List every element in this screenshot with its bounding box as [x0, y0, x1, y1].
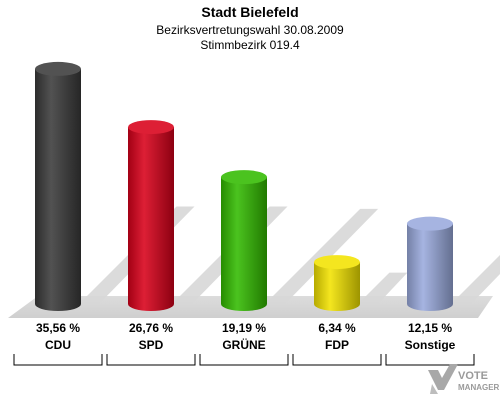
- bar-shadow: [265, 208, 379, 304]
- bar-sonstige: [407, 223, 453, 311]
- bar-top: [128, 120, 174, 135]
- bar-shadow: [358, 272, 408, 304]
- value-label: 35,56 %: [36, 321, 80, 335]
- category-label: FDP: [325, 338, 349, 352]
- category-bracket: [385, 354, 475, 366]
- chart-subtitle-2: Stimmbezirk 019.4: [200, 38, 300, 52]
- vote-manager-logo-line1: VOTE: [458, 370, 488, 382]
- category-label: CDU: [45, 338, 71, 352]
- vote-manager-logo-line2: MANAGER: [458, 383, 500, 392]
- bar-top: [35, 61, 81, 76]
- category-bracket: [13, 354, 103, 366]
- vote-manager-logo: VOTE MANAGER: [428, 364, 500, 394]
- value-label: 26,76 %: [129, 321, 173, 335]
- value-label: 12,15 %: [408, 321, 452, 335]
- category-label: SPD: [139, 338, 164, 352]
- bar-spd: [128, 127, 174, 311]
- bar-shadow: [451, 255, 500, 304]
- category-label: GRÜNE: [222, 337, 265, 352]
- bar-grüne: [221, 177, 267, 311]
- bar-top: [221, 170, 267, 185]
- chart-subtitle-1: Bezirksvertretungswahl 30.08.2009: [156, 23, 344, 37]
- category-label: Sonstige: [405, 338, 456, 352]
- category-bracket: [292, 354, 382, 366]
- value-label: 19,19 %: [222, 321, 266, 335]
- bar-fdp: [314, 262, 360, 311]
- category-bracket: [199, 354, 289, 366]
- value-label: 6,34 %: [318, 321, 356, 335]
- bar-top: [314, 255, 360, 270]
- bar-cdu: [35, 68, 81, 311]
- chart-title: Stadt Bielefeld: [201, 4, 298, 20]
- category-bracket: [106, 354, 196, 366]
- bar-top: [407, 216, 453, 231]
